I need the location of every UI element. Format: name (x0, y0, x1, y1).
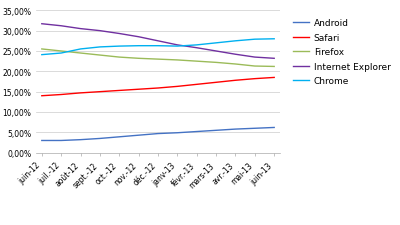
Chrome (194, 44, 199, 47)
Android (272, 126, 276, 129)
Line: Firefox: Firefox (42, 50, 274, 67)
Internet Explorer (117, 33, 122, 36)
Chrome (117, 45, 122, 48)
Android (252, 127, 257, 130)
Internet Explorer (156, 40, 160, 43)
Android (214, 129, 218, 132)
Safari (156, 87, 160, 90)
Android (136, 134, 141, 137)
Android (59, 140, 64, 142)
Safari (272, 77, 276, 79)
Android (78, 139, 83, 141)
Internet Explorer (59, 25, 64, 28)
Android (233, 128, 238, 131)
Firefox (252, 65, 257, 68)
Chrome (156, 45, 160, 48)
Internet Explorer (233, 54, 238, 56)
Firefox (136, 58, 141, 60)
Internet Explorer (175, 44, 180, 47)
Chrome (214, 42, 218, 45)
Safari (233, 80, 238, 82)
Internet Explorer (214, 50, 218, 53)
Chrome (252, 39, 257, 41)
Internet Explorer (78, 28, 83, 31)
Firefox (214, 62, 218, 64)
Chrome (40, 54, 44, 57)
Internet Explorer (98, 30, 102, 33)
Android (40, 140, 44, 142)
Firefox (117, 56, 122, 59)
Safari (136, 88, 141, 91)
Safari (40, 95, 44, 98)
Line: Chrome: Chrome (42, 40, 274, 55)
Line: Safari: Safari (42, 78, 274, 96)
Chrome (78, 48, 83, 51)
Firefox (78, 52, 83, 55)
Internet Explorer (40, 23, 44, 26)
Firefox (194, 61, 199, 63)
Android (117, 136, 122, 139)
Firefox (233, 63, 238, 66)
Safari (59, 94, 64, 97)
Safari (78, 92, 83, 95)
Android (194, 130, 199, 133)
Chrome (233, 40, 238, 43)
Android (156, 133, 160, 135)
Safari (98, 91, 102, 94)
Chrome (59, 52, 64, 55)
Safari (252, 78, 257, 81)
Chrome (175, 45, 180, 48)
Safari (117, 90, 122, 92)
Chrome (136, 45, 141, 48)
Safari (194, 84, 199, 86)
Internet Explorer (272, 58, 276, 60)
Android (175, 132, 180, 135)
Chrome (272, 38, 276, 41)
Firefox (156, 58, 160, 61)
Internet Explorer (194, 47, 199, 50)
Firefox (40, 48, 44, 51)
Internet Explorer (136, 36, 141, 39)
Line: Internet Explorer: Internet Explorer (42, 25, 274, 59)
Internet Explorer (252, 56, 257, 59)
Legend: Android, Safari, Firefox, Internet Explorer, Chrome: Android, Safari, Firefox, Internet Explo… (289, 16, 394, 89)
Firefox (98, 54, 102, 57)
Firefox (175, 59, 180, 62)
Safari (175, 86, 180, 88)
Safari (214, 82, 218, 84)
Firefox (272, 66, 276, 68)
Line: Android: Android (42, 128, 274, 141)
Firefox (59, 50, 64, 53)
Chrome (98, 46, 102, 49)
Android (98, 137, 102, 140)
